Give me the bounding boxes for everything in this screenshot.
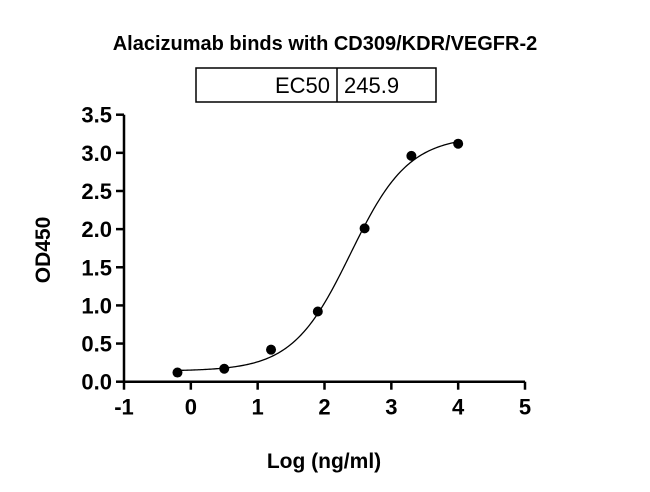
y-tick-label: 3.5 <box>81 103 112 128</box>
y-tick-label: 2.0 <box>81 217 112 242</box>
data-point <box>406 150 417 161</box>
ec50-value: 245.9 <box>344 73 399 98</box>
y-tick-label: 1.0 <box>81 293 112 318</box>
data-point <box>453 138 464 149</box>
data-point <box>266 344 277 355</box>
x-tick-label: 3 <box>385 395 397 420</box>
data-point <box>359 223 370 234</box>
fit-curve <box>177 141 459 372</box>
x-axis-label: Log (ng/ml) <box>267 450 381 473</box>
x-tick-label: 4 <box>452 395 465 420</box>
x-tick-label: 0 <box>185 395 197 420</box>
x-tick-label: -1 <box>114 395 134 420</box>
data-point <box>219 363 230 374</box>
y-tick-label: 2.5 <box>81 179 112 204</box>
ec50-table: EC50 245.9 <box>195 67 437 103</box>
ec50-label: EC50 <box>275 73 330 98</box>
chart-title: Alacizumab binds with CD309/KDR/VEGFR-2 <box>113 33 538 55</box>
data-point <box>172 367 183 378</box>
data-point <box>312 306 323 317</box>
ec50-table-border <box>195 67 437 103</box>
x-tick-label: 1 <box>252 395 264 420</box>
y-tick-label: 3.0 <box>81 141 112 166</box>
y-axis-label: OD450 <box>32 217 55 284</box>
x-tick-label: 5 <box>519 395 531 420</box>
y-tick-label: 0.0 <box>81 370 112 395</box>
y-tick-label: 0.5 <box>81 332 112 357</box>
x-tick-label: 2 <box>318 395 330 420</box>
y-tick-label: 1.5 <box>81 255 112 280</box>
